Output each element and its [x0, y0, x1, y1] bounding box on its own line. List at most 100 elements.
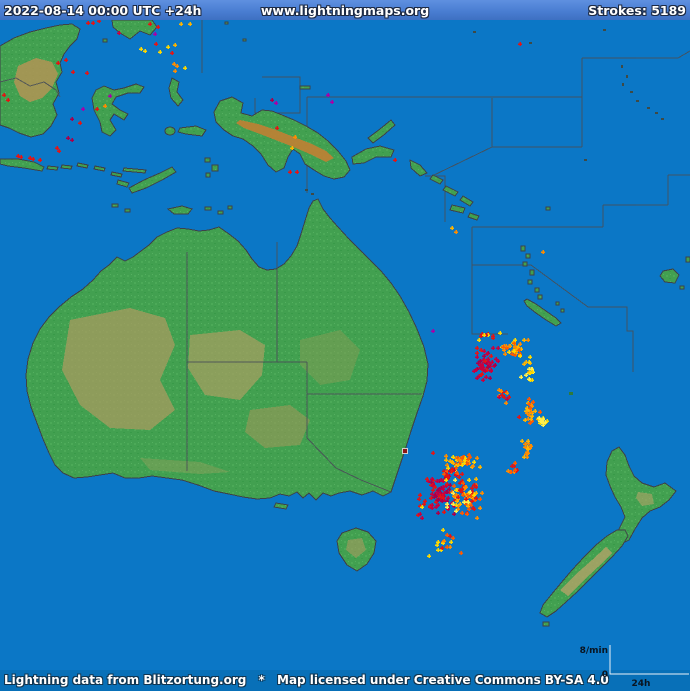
strike-dot	[528, 371, 532, 375]
strike-dot	[525, 411, 529, 415]
strike-dot	[513, 468, 517, 472]
terrain-highlands	[14, 58, 654, 596]
strike-dot	[475, 351, 479, 355]
strike-dot	[19, 155, 23, 159]
strike-dot	[103, 104, 107, 108]
strike-dot	[482, 333, 486, 337]
city-markers-layer	[402, 448, 408, 454]
strike-dot	[491, 346, 495, 350]
strike-dot	[460, 456, 464, 460]
strike-dot	[427, 554, 431, 558]
strike-dot	[430, 492, 434, 496]
strike-dot	[436, 511, 440, 515]
strike-dot	[326, 93, 330, 97]
strike-dot	[481, 367, 485, 371]
map-canvas[interactable]	[0, 20, 690, 670]
strike-dot	[270, 98, 274, 102]
strike-dot	[70, 138, 74, 142]
strike-dot	[448, 483, 452, 487]
strike-dot	[478, 465, 482, 469]
top-status-bar: 2022-08-14 00:00 UTC +24h www.lightningm…	[0, 0, 690, 20]
strike-dot	[143, 49, 147, 53]
lightning-strikes-layer	[2, 20, 549, 558]
strike-dot	[275, 126, 279, 130]
strike-dot	[293, 135, 297, 139]
strike-dot	[499, 389, 503, 393]
strike-dot	[2, 93, 6, 97]
strike-dot	[469, 494, 473, 498]
strike-dot	[70, 117, 74, 121]
strike-dot	[497, 395, 501, 399]
strike-dot	[64, 58, 68, 62]
strike-dot	[418, 493, 422, 497]
strike-dot	[538, 410, 542, 414]
histogram-xlabel: 24h	[632, 679, 651, 689]
strike-dot	[455, 499, 459, 503]
strike-dot	[431, 451, 435, 455]
strike-dot	[519, 375, 523, 379]
strike-dot	[477, 338, 481, 342]
strike-dot	[478, 506, 482, 510]
strike-dot	[466, 504, 470, 508]
new-britain-landmass	[351, 145, 395, 165]
strike-dot	[166, 45, 170, 49]
strike-dot	[479, 348, 483, 352]
strike-dot	[445, 490, 449, 494]
strike-dot	[527, 397, 531, 401]
strike-dot	[527, 402, 531, 406]
strike-dot	[91, 21, 95, 25]
strike-dot	[517, 415, 521, 419]
strike-dot	[450, 460, 454, 464]
strike-dot	[528, 355, 532, 359]
strike-dot	[445, 545, 449, 549]
strike-dot	[478, 497, 482, 501]
strike-dot	[489, 354, 493, 358]
strike-dot	[523, 418, 527, 422]
strike-dot	[480, 491, 484, 495]
strike-dot	[467, 507, 471, 511]
strike-dot	[435, 479, 439, 483]
strike-dot	[95, 107, 99, 111]
strike-dot	[524, 360, 528, 364]
strike-dot	[57, 149, 61, 153]
strike-dot	[533, 409, 537, 413]
strike-dot	[445, 463, 449, 467]
strike-rate-histogram: 8/min 0 24h	[580, 645, 689, 689]
strike-dot	[78, 121, 82, 125]
strike-dot	[117, 31, 121, 35]
strike-dot	[471, 506, 475, 510]
strike-dot	[517, 348, 521, 352]
strike-dot	[472, 483, 476, 487]
histogram-ymax-label: 8/min	[580, 646, 608, 656]
strike-dot	[66, 136, 70, 140]
strike-dot	[450, 469, 454, 473]
strike-dot	[28, 156, 32, 160]
strike-dot	[148, 22, 152, 26]
strike-dot	[487, 362, 491, 366]
strike-dot	[454, 509, 458, 513]
strike-dot	[179, 22, 183, 26]
strike-dot	[420, 516, 424, 520]
strike-dot	[455, 471, 459, 475]
strike-dot	[16, 154, 20, 158]
strike-dot	[510, 352, 514, 356]
strike-dot	[469, 503, 473, 507]
strike-dot	[153, 32, 157, 36]
strike-dot	[488, 376, 492, 380]
strike-dot	[528, 421, 532, 425]
strike-dot	[505, 391, 509, 395]
strike-dot	[457, 475, 461, 479]
strike-dot	[418, 512, 422, 516]
strokes-counter: Strokes: 5189	[588, 2, 686, 18]
strike-dot	[468, 490, 472, 494]
strike-dot	[274, 101, 278, 105]
strike-dot	[158, 50, 162, 54]
micronesia-islets	[305, 29, 664, 395]
strike-dot	[449, 540, 453, 544]
strike-dot	[445, 482, 449, 486]
strike-dot	[173, 43, 177, 47]
strike-dot	[527, 377, 531, 381]
strike-dot	[425, 477, 429, 481]
strike-dot	[491, 334, 495, 338]
